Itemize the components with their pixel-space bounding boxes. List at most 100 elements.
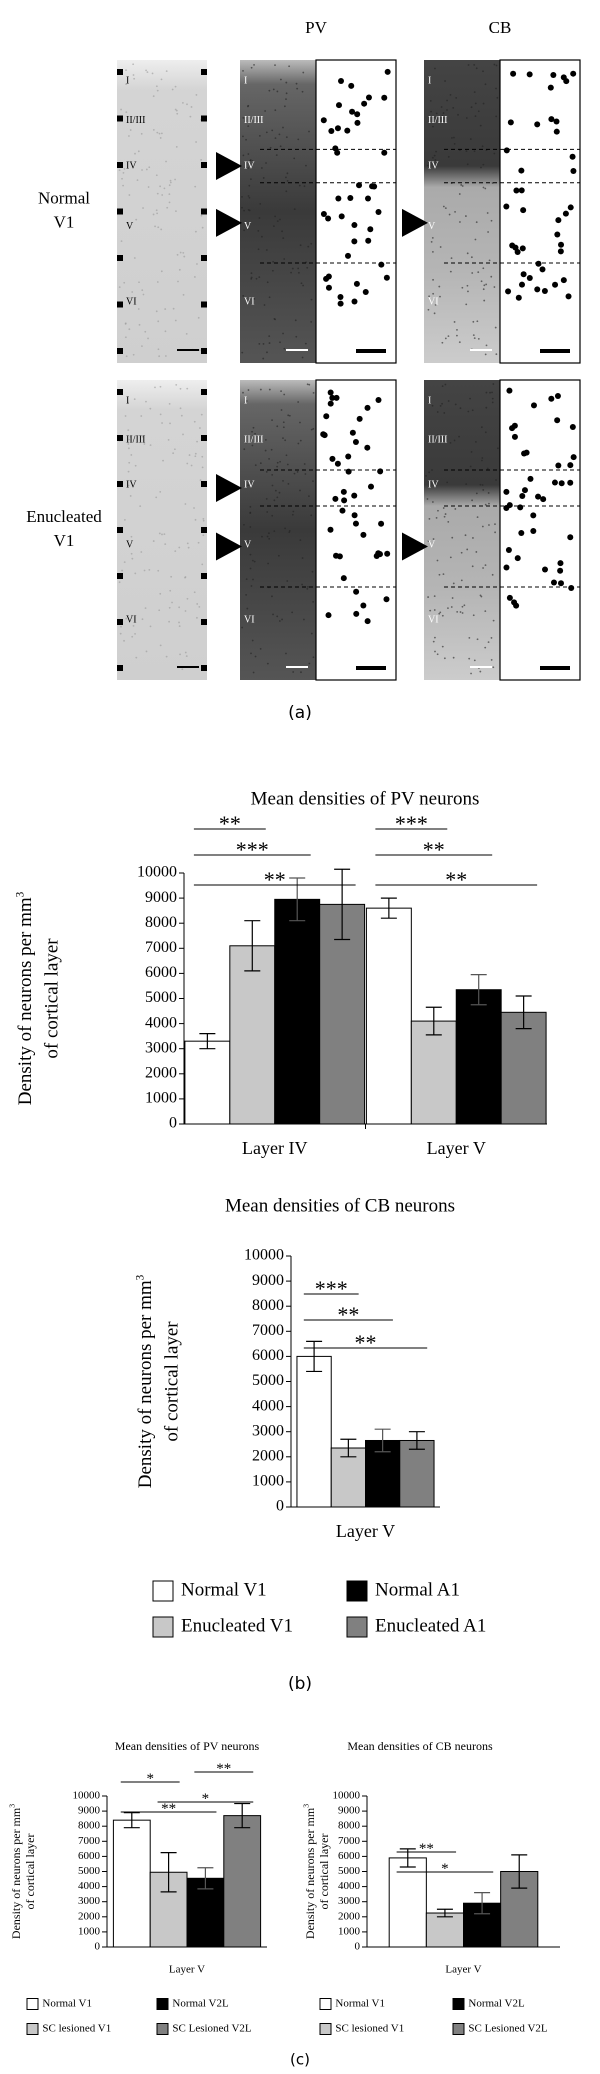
cell-texture xyxy=(242,69,244,72)
cell-texture xyxy=(249,567,252,570)
cell-texture xyxy=(479,594,482,597)
cell-texture xyxy=(245,441,248,444)
cell-texture xyxy=(312,392,315,394)
neuron-dot xyxy=(517,504,524,511)
cell-texture xyxy=(465,215,467,217)
cell-texture xyxy=(475,440,477,443)
marker xyxy=(201,619,207,625)
y-axis-label-text: Density of neurons per mm xyxy=(15,897,36,1105)
layer-label: II/III xyxy=(244,434,263,445)
neuron-dot xyxy=(553,118,560,125)
cell-texture xyxy=(493,63,496,66)
cell-texture xyxy=(201,226,204,229)
neuron-dot xyxy=(530,402,537,409)
marker xyxy=(201,573,207,579)
neuron-dot xyxy=(542,566,549,573)
neuron-dot xyxy=(333,394,340,401)
x-tick-label: Layer IV xyxy=(242,1138,307,1158)
cell-texture xyxy=(488,524,490,526)
cell-texture xyxy=(461,605,464,608)
cell-texture xyxy=(460,579,463,582)
neuron-dot xyxy=(513,187,520,194)
cell-texture xyxy=(487,231,489,233)
cell-texture xyxy=(271,595,273,598)
neuron-dot xyxy=(506,594,513,601)
cell-texture xyxy=(455,97,458,99)
y-tick-label: 7000 xyxy=(78,1835,101,1847)
cell-texture xyxy=(490,275,493,278)
cell-texture xyxy=(283,347,286,350)
cell-texture xyxy=(304,342,307,345)
cell-texture xyxy=(162,459,164,462)
cell-texture xyxy=(288,414,291,417)
legend-label: SC Lesioned V2L xyxy=(468,2023,548,2035)
layer-label: II/III xyxy=(126,115,145,126)
cell-texture xyxy=(274,489,277,492)
cell-texture xyxy=(251,639,254,642)
cell-texture xyxy=(149,407,152,410)
neuron-dot xyxy=(560,277,567,284)
cell-texture xyxy=(485,391,488,394)
cell-texture xyxy=(253,63,255,66)
cell-texture xyxy=(247,209,250,211)
y-axis-label-line: Density of neurons per mm3 xyxy=(134,1274,156,1488)
neuron-dot xyxy=(348,82,355,89)
neuron-dot xyxy=(547,84,554,91)
neuron-dot xyxy=(539,266,546,273)
cell-texture xyxy=(241,196,243,198)
cell-texture xyxy=(431,469,433,471)
cell-texture xyxy=(443,657,446,660)
cell-texture xyxy=(280,390,282,393)
y-tick-label: 9000 xyxy=(78,1805,101,1817)
cell-texture xyxy=(193,591,196,594)
cell-texture xyxy=(444,513,447,515)
y-axis-label-text: Density of neurons per mm xyxy=(9,1807,23,1939)
cell-texture xyxy=(249,505,252,508)
cell-texture xyxy=(262,343,265,345)
cell-texture xyxy=(496,96,499,99)
cell-texture xyxy=(286,180,289,182)
cell-texture xyxy=(281,618,283,621)
neuron-dot xyxy=(520,271,527,278)
cell-texture xyxy=(451,597,454,599)
neuron-dot xyxy=(327,526,334,533)
layer-label: I xyxy=(244,395,247,406)
significance-label: ** xyxy=(337,1302,359,1327)
cell-texture xyxy=(130,552,133,555)
bar xyxy=(399,1439,435,1508)
legend-swatch xyxy=(26,1998,39,2010)
cell-texture xyxy=(252,578,254,581)
arrowhead xyxy=(216,152,242,181)
y-axis-label-sup: 3 xyxy=(301,1804,310,1808)
significance-label: ** xyxy=(219,811,241,836)
micrograph xyxy=(117,380,207,680)
cell-texture xyxy=(482,267,485,270)
cell-texture xyxy=(492,383,495,385)
cell-texture xyxy=(485,344,488,347)
cell-texture xyxy=(121,177,123,180)
error-bar xyxy=(436,1908,453,1918)
cell-texture xyxy=(173,448,176,451)
cell-texture xyxy=(145,650,148,653)
y-tick-label: 10000 xyxy=(244,1247,284,1264)
cell-texture xyxy=(453,439,456,442)
cell-texture xyxy=(472,614,475,617)
cell-texture xyxy=(299,489,301,492)
cell-texture xyxy=(311,570,314,573)
cell-texture xyxy=(434,159,437,161)
cell-texture xyxy=(179,653,181,656)
scale-bar xyxy=(177,349,199,351)
cell-texture xyxy=(454,210,456,213)
neuron-dot xyxy=(562,210,569,217)
cell-texture xyxy=(279,218,281,221)
neuron-dot xyxy=(334,125,341,132)
cell-texture xyxy=(145,69,147,72)
cell-texture xyxy=(123,639,125,642)
cell-texture xyxy=(483,284,486,287)
cell-texture xyxy=(482,163,485,166)
cell-texture xyxy=(127,484,130,487)
cell-texture xyxy=(474,102,477,105)
cell-texture xyxy=(181,668,184,671)
cell-texture xyxy=(182,293,185,296)
